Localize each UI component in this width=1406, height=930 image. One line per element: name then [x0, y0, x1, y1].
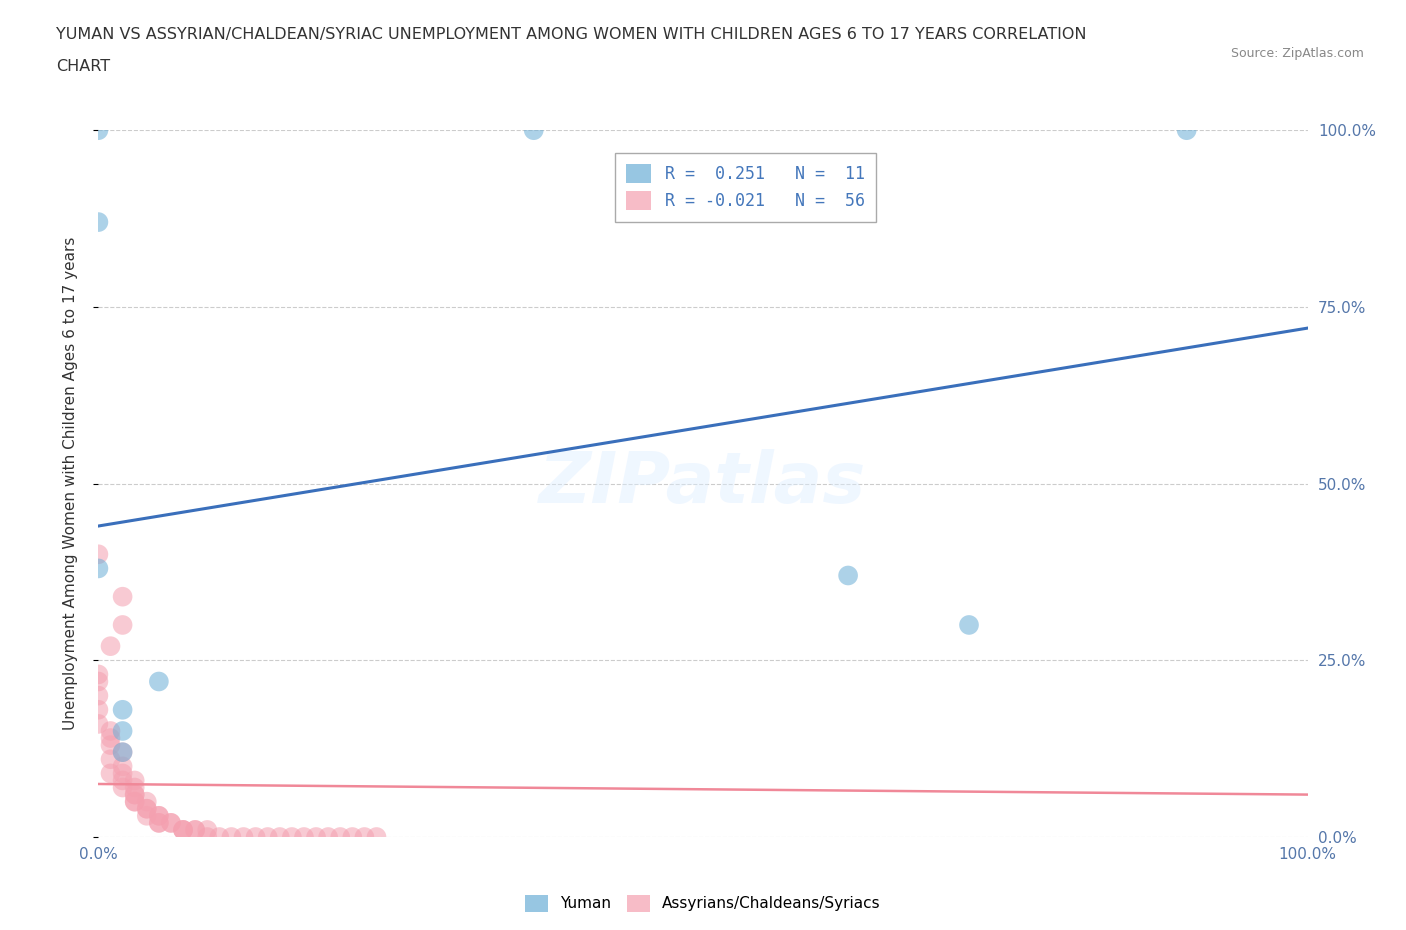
- Point: [232, 830, 254, 844]
- Text: Source: ZipAtlas.com: Source: ZipAtlas.com: [1230, 47, 1364, 60]
- Point: [184, 822, 207, 837]
- Point: [316, 830, 339, 844]
- Point: [124, 794, 146, 809]
- Point: [124, 787, 146, 802]
- Point: [87, 547, 110, 562]
- Point: [135, 808, 157, 823]
- Point: [148, 808, 170, 823]
- Point: [111, 590, 134, 604]
- Point: [124, 787, 146, 802]
- Point: [148, 674, 170, 689]
- Point: [160, 816, 183, 830]
- Point: [305, 830, 328, 844]
- Text: CHART: CHART: [56, 60, 110, 74]
- Point: [111, 780, 134, 795]
- Point: [87, 561, 110, 576]
- Point: [111, 724, 134, 738]
- Point: [195, 822, 218, 837]
- Point: [245, 830, 267, 844]
- Point: [269, 830, 291, 844]
- Point: [160, 816, 183, 830]
- Point: [208, 830, 231, 844]
- Point: [87, 702, 110, 717]
- Point: [87, 688, 110, 703]
- Point: [87, 215, 110, 230]
- Point: [100, 724, 122, 738]
- Point: [353, 830, 375, 844]
- Text: YUMAN VS ASSYRIAN/CHALDEAN/SYRIAC UNEMPLOYMENT AMONG WOMEN WITH CHILDREN AGES 6 : YUMAN VS ASSYRIAN/CHALDEAN/SYRIAC UNEMPL…: [56, 27, 1087, 42]
- Point: [111, 745, 134, 760]
- Point: [100, 731, 122, 746]
- Point: [135, 794, 157, 809]
- Point: [1175, 123, 1198, 138]
- Point: [100, 639, 122, 654]
- Point: [957, 618, 980, 632]
- Point: [87, 716, 110, 731]
- Point: [124, 794, 146, 809]
- Point: [135, 802, 157, 817]
- Point: [87, 123, 110, 138]
- Point: [837, 568, 859, 583]
- Point: [87, 667, 110, 682]
- Point: [329, 830, 352, 844]
- Point: [184, 822, 207, 837]
- Point: [172, 822, 194, 837]
- Point: [135, 802, 157, 817]
- Point: [100, 766, 122, 781]
- Point: [342, 830, 364, 844]
- Point: [111, 759, 134, 774]
- Text: ZIPatlas: ZIPatlas: [540, 449, 866, 518]
- Point: [111, 773, 134, 788]
- Legend: R =  0.251   N =  11, R = -0.021   N =  56: R = 0.251 N = 11, R = -0.021 N = 56: [614, 153, 876, 221]
- Point: [172, 822, 194, 837]
- Point: [87, 674, 110, 689]
- Point: [195, 830, 218, 844]
- Point: [124, 780, 146, 795]
- Point: [100, 751, 122, 766]
- Point: [256, 830, 278, 844]
- Point: [111, 745, 134, 760]
- Point: [111, 702, 134, 717]
- Point: [366, 830, 388, 844]
- Point: [124, 773, 146, 788]
- Point: [111, 766, 134, 781]
- Point: [148, 816, 170, 830]
- Point: [172, 822, 194, 837]
- Y-axis label: Unemployment Among Women with Children Ages 6 to 17 years: Unemployment Among Women with Children A…: [63, 237, 77, 730]
- Point: [292, 830, 315, 844]
- Point: [148, 808, 170, 823]
- Point: [523, 123, 546, 138]
- Point: [281, 830, 304, 844]
- Point: [100, 737, 122, 752]
- Legend: Yuman, Assyrians/Chaldeans/Syriacs: Yuman, Assyrians/Chaldeans/Syriacs: [519, 889, 887, 918]
- Point: [221, 830, 243, 844]
- Point: [148, 816, 170, 830]
- Point: [111, 618, 134, 632]
